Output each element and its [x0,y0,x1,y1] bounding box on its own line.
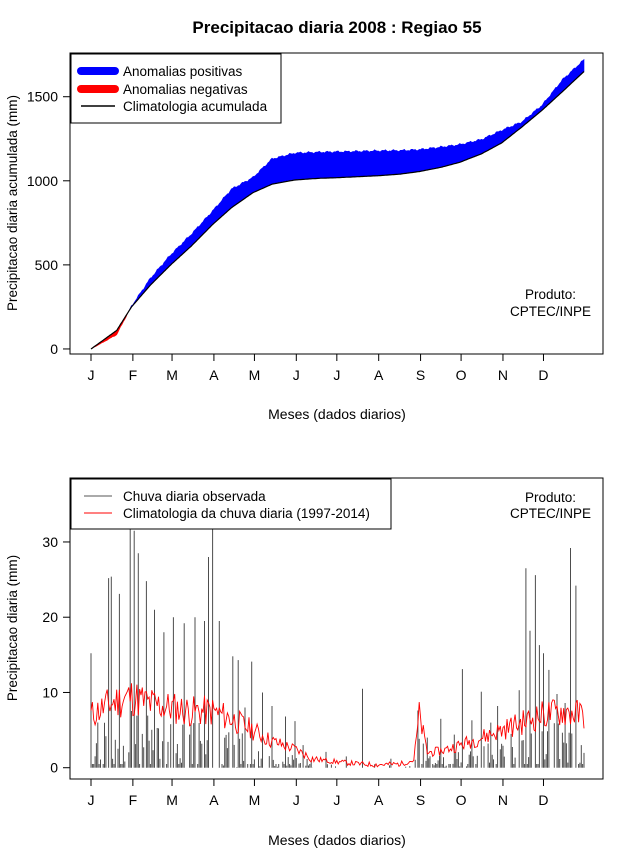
x-tick-label: J [293,367,300,383]
x-tick-label: D [538,367,548,383]
legend-box [70,478,392,530]
y-tick-label: 10 [42,684,58,700]
y-tick-label: 20 [42,609,58,625]
x-tick-label: M [249,367,261,383]
x-tick-label: A [374,367,384,383]
x-tick-label: N [498,367,508,383]
legend-label-negative: Anomalias negativas [123,82,248,97]
x-tick-label: J [293,792,300,808]
credit-line-1: Produto: [525,287,576,302]
x-tick-label: A [374,792,384,808]
x-tick-label: M [249,792,261,808]
plot-area [90,58,585,350]
y-axis-label: Precipitacao diaria (mm) [5,555,20,701]
x-tick-label: D [538,792,548,808]
x-tick-label: J [333,367,340,383]
x-tick-label: J [333,792,340,808]
y-tick-label: 1000 [27,173,58,189]
x-tick-label: M [166,792,178,808]
climatology-line [90,71,585,350]
x-tick-label: F [129,792,138,808]
x-tick-label: F [129,367,138,383]
credit-line-2: CPTEC/INPE [510,304,591,319]
legend-label-climatology: Climatologia da chuva diaria (1997-2014) [123,506,370,521]
legend-label-positive: Anomalias positivas [123,64,243,79]
y-tick-label: 0 [50,760,58,776]
x-tick-label: O [456,367,467,383]
x-tick-label: M [166,367,178,383]
x-tick-label: O [456,792,467,808]
y-axis: 0 10 20 30 [42,534,71,776]
x-axis-label: Meses (dados diarios) [268,832,406,848]
legend: Chuva diaria observada Climatologia da c… [70,478,392,530]
y-axis-label: Precipitacao diaria acumulada (mm) [5,95,20,311]
credit-line-1: Produto: [525,490,576,505]
y-tick-label: 1500 [27,89,58,105]
daily-precip-panel: 0 10 20 30 J F M A M J J A S O N D Precipitacao diaria… [5,477,604,848]
chart-title: Precipitacao diaria 2008 : Regiao 55 [192,18,481,37]
x-tick-label: J [88,792,95,808]
x-tick-label: N [498,792,508,808]
x-tick-label: S [416,792,425,808]
y-tick-label: 30 [42,534,58,550]
x-tick-label: A [209,367,219,383]
plot-area [90,481,585,768]
x-tick-label: J [88,367,95,383]
x-tick-label: S [416,367,425,383]
y-tick-label: 0 [50,341,58,357]
climatology-daily-line [90,683,585,768]
y-tick-label: 500 [35,257,59,273]
legend-label-observed: Chuva diaria observada [123,489,266,504]
x-axis-label: Meses (dados diarios) [268,406,406,422]
credit-line-2: CPTEC/INPE [510,506,591,521]
legend: Anomalias positivas Anomalias negativas … [70,53,282,124]
negative-anomaly-area [92,312,128,349]
cumulative-precip-panel: 0 500 1000 1500 J F M A M J J A S O N D Precipitacao d… [5,52,604,422]
x-tick-label: A [209,792,219,808]
y-axis: 0 500 1000 1500 [27,89,71,357]
legend-label-climatology: Climatologia acumulada [123,99,268,114]
